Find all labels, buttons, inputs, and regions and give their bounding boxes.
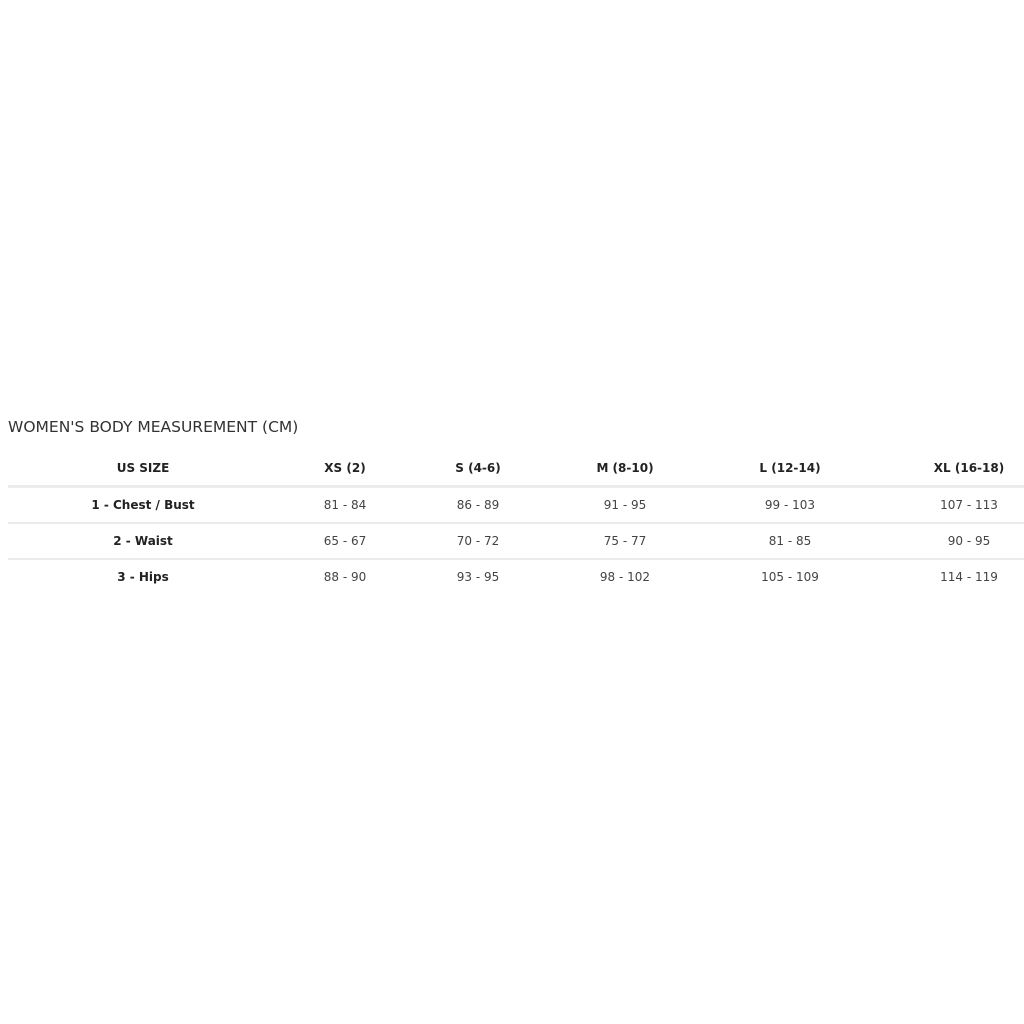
table-cell: 99 - 103 (764, 498, 816, 512)
table-cell: 81 - 85 (768, 534, 812, 548)
table-cell: 90 - 95 (947, 534, 991, 548)
table-row: 2 - Waist 65 - 67 70 - 72 75 - 77 81 - 8… (8, 523, 1024, 559)
table-cell: 91 - 95 (603, 498, 647, 512)
table-row: 3 - Hips 88 - 90 93 - 95 98 - 102 105 - … (8, 559, 1024, 595)
row-label: 1 - Chest / Bust (91, 498, 195, 512)
column-header: S (4-6) (455, 461, 501, 475)
table-cell: 114 - 119 (940, 570, 998, 584)
table-cell: 65 - 67 (323, 534, 367, 548)
table-cell: 88 - 90 (323, 570, 367, 584)
column-header: XL (16-18) (933, 461, 1005, 475)
table-cell: 93 - 95 (456, 570, 500, 584)
row-divider (8, 522, 1024, 524)
table-cell: 98 - 102 (599, 570, 651, 584)
table-cell: 105 - 109 (761, 570, 819, 584)
column-header: US SIZE (116, 461, 170, 475)
table-row: 1 - Chest / Bust 81 - 84 86 - 89 91 - 95… (8, 487, 1024, 523)
column-header: L (12-14) (759, 461, 821, 475)
table-cell: 86 - 89 (456, 498, 500, 512)
table-cell: 107 - 113 (940, 498, 998, 512)
column-header: XS (2) (324, 461, 366, 475)
row-label: 2 - Waist (113, 534, 173, 548)
header-divider (8, 485, 1024, 488)
row-label: 3 - Hips (117, 570, 169, 584)
table-cell: 75 - 77 (603, 534, 647, 548)
table-cell: 81 - 84 (323, 498, 367, 512)
column-header: M (8-10) (596, 461, 654, 475)
page-title: WOMEN'S BODY MEASUREMENT (CM) (8, 418, 299, 436)
table-header-row: US SIZE XS (2) S (4-6) M (8-10) L (12-14… (8, 450, 1024, 486)
table-cell: 70 - 72 (456, 534, 500, 548)
row-divider (8, 558, 1024, 560)
